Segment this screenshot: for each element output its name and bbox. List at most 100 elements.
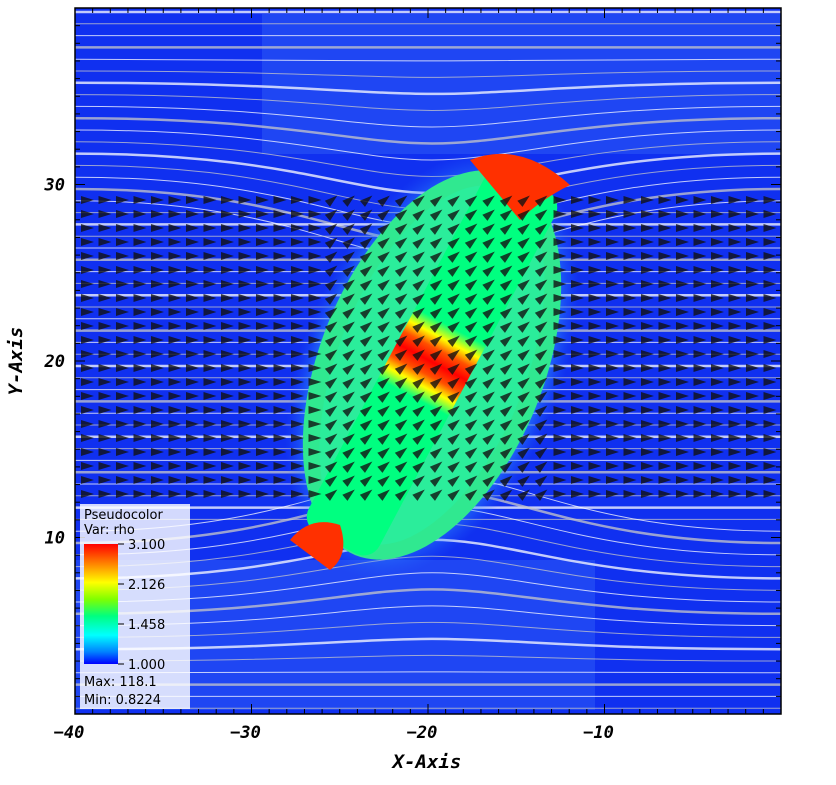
vector-arrow [641, 490, 654, 498]
vector-arrow [203, 406, 217, 414]
vector-arrow [728, 252, 742, 260]
vector-arrow [676, 406, 689, 414]
vector-arrow [98, 238, 112, 246]
vector-arrow [168, 280, 182, 288]
vector-arrow [324, 349, 338, 361]
vector-arrow [291, 280, 304, 288]
vector-arrow [658, 490, 672, 498]
vector-arrow [116, 238, 129, 246]
vector-arrow [553, 336, 567, 344]
vector-arrow [394, 405, 408, 417]
vector-arrow [499, 251, 513, 263]
vector-arrow [256, 490, 269, 498]
vector-arrow [81, 434, 94, 442]
vector-arrow [324, 195, 338, 207]
vector-arrow [429, 307, 443, 319]
vector-arrow [186, 364, 199, 372]
vector-arrow [623, 196, 637, 204]
vector-arrow [256, 434, 269, 442]
vector-arrow [763, 210, 777, 218]
vector-arrow [746, 308, 759, 316]
vector-arrow [676, 490, 689, 498]
vector-arrow [168, 336, 182, 344]
colorbar [84, 544, 118, 664]
vector-arrow [412, 223, 425, 235]
vector-arrow [728, 266, 742, 274]
field-line [75, 621, 781, 638]
x-axis-label: X-Axis [391, 751, 462, 773]
vector-arrow [394, 307, 408, 319]
vector-arrow [571, 322, 584, 330]
vector-arrow [606, 238, 619, 246]
vector-arrow [728, 350, 742, 358]
vector-arrow [168, 448, 182, 456]
vector-arrow [273, 322, 287, 330]
vector-arrow [98, 448, 112, 456]
vector-arrow [394, 293, 408, 305]
vector-arrow [221, 490, 234, 498]
vector-arrow [359, 335, 373, 347]
vector-arrow [186, 322, 199, 330]
vector-arrow [658, 280, 672, 288]
vector-arrow [98, 462, 112, 470]
vector-arrow [324, 433, 338, 445]
vector-arrow [676, 420, 689, 428]
vector-arrow [499, 489, 513, 501]
vector-arrow [412, 447, 425, 459]
vector-arrow [517, 489, 530, 501]
vector-arrow [273, 238, 287, 246]
vector-arrow [711, 266, 724, 274]
vector-arrow [482, 489, 495, 501]
vector-arrow [238, 336, 252, 344]
vector-arrow [763, 476, 777, 484]
vector-arrow [499, 335, 513, 347]
vector-arrow [534, 307, 548, 319]
vector-arrow [359, 251, 373, 263]
vector-arrow [676, 350, 689, 358]
vector-arrow [324, 223, 338, 235]
vector-arrow [168, 392, 182, 400]
vector-arrow [763, 196, 777, 204]
vector-arrow [517, 195, 530, 207]
vector-arrow [291, 406, 304, 414]
vector-arrow [606, 378, 619, 386]
vector-arrow [658, 378, 672, 386]
vector-arrow [676, 252, 689, 260]
vector-arrow [221, 364, 234, 372]
vector-arrow [588, 350, 602, 358]
vector-arrow [693, 322, 707, 330]
vector-arrow [534, 377, 548, 389]
vector-arrow [534, 489, 548, 501]
vector-arrow [464, 475, 478, 487]
vector-arrow [116, 350, 129, 358]
vector-arrow [394, 489, 408, 501]
vector-arrow [482, 335, 495, 347]
vector-arrow [273, 336, 287, 344]
vector-arrow [394, 195, 408, 207]
vector-arrow [324, 405, 338, 417]
vector-arrow [203, 224, 217, 232]
vector-arrow [81, 490, 94, 498]
vector-arrow [553, 308, 567, 316]
vector-arrow [447, 223, 460, 235]
vector-arrow [499, 475, 513, 487]
vector-arrow [571, 392, 584, 400]
vector-arrow [377, 223, 390, 235]
vector-arrow [623, 280, 637, 288]
vector-arrow [693, 490, 707, 498]
vector-arrow [256, 280, 269, 288]
vector-arrow [482, 475, 495, 487]
vector-arrow [342, 265, 355, 277]
vector-arrow [342, 447, 355, 459]
vector-arrow [676, 294, 689, 302]
vector-arrow [168, 350, 182, 358]
vector-arrow [676, 280, 689, 288]
vector-arrow [342, 279, 355, 291]
vector-arrow [133, 210, 147, 218]
vector-arrow [606, 462, 619, 470]
vector-arrow [711, 392, 724, 400]
vector-arrow [291, 434, 304, 442]
vector-arrow [588, 308, 602, 316]
vector-arrow [693, 210, 707, 218]
vector-arrow [238, 378, 252, 386]
